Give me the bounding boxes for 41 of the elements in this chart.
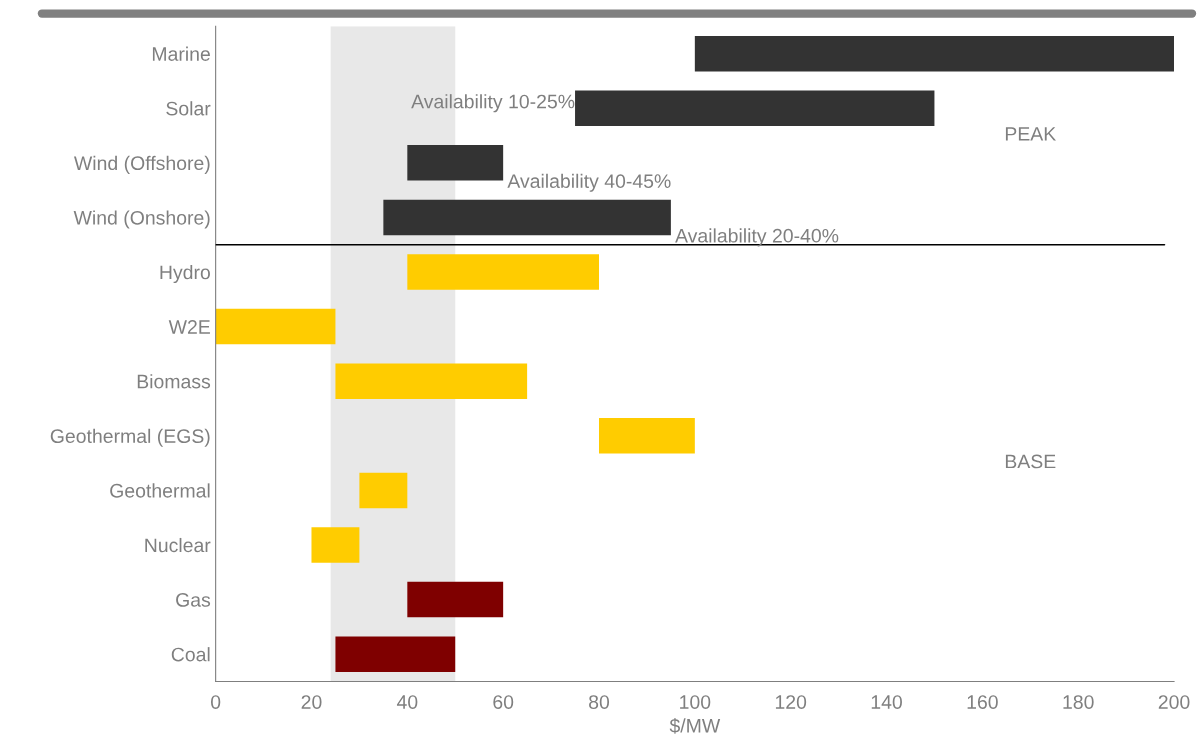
y-tick-label: Geothermal xyxy=(110,483,210,498)
bar xyxy=(599,418,695,454)
y-tick-label: Solar xyxy=(166,101,211,116)
x-tick-label: 100 xyxy=(680,695,711,709)
x-tick-label: 160 xyxy=(967,695,998,709)
bar xyxy=(694,35,1175,72)
y-tick-label: Wind (Offshore) xyxy=(73,155,210,174)
bar xyxy=(407,254,599,290)
y-tick-label: Hydro xyxy=(160,264,210,284)
bar xyxy=(407,145,504,181)
bar xyxy=(383,199,671,236)
bar xyxy=(575,90,935,126)
y-tick-label: Marine xyxy=(152,46,210,61)
y-tick-label: Gas xyxy=(176,593,211,607)
bar xyxy=(335,636,456,672)
x-tick-label: 0 xyxy=(210,695,221,709)
x-tick-label: 180 xyxy=(1063,695,1094,709)
x-tick-label: 140 xyxy=(871,695,902,709)
annotation: Availability 20-40% xyxy=(675,228,839,247)
y-tick-label: W2E xyxy=(168,320,210,334)
bar xyxy=(311,527,360,563)
y-tick-label: Nuclear xyxy=(145,537,211,553)
y-tick-label: Geothermal (EGS) xyxy=(50,428,210,447)
bar xyxy=(215,308,336,345)
y-tick-label: Wind (Onshore) xyxy=(73,210,210,229)
annotation: Availability 10-25% xyxy=(411,94,575,113)
x-tick-label: 200 xyxy=(1158,695,1190,709)
annotation: Availability 40-45% xyxy=(507,173,671,192)
x-tick-label: 60 xyxy=(493,695,514,709)
bar xyxy=(335,363,528,399)
annotation: PEAK xyxy=(1005,127,1056,141)
x-tick-label: 120 xyxy=(775,695,807,709)
x-tick-label: 80 xyxy=(589,695,610,709)
x-tick-label: 20 xyxy=(301,695,322,709)
x-tick-label: 40 xyxy=(396,695,418,709)
bar xyxy=(359,472,408,509)
bar xyxy=(407,581,504,618)
y-tick-label: Coal xyxy=(171,647,210,662)
y-tick-label: Biomass xyxy=(137,374,211,389)
x-axis-title: $/MW xyxy=(669,718,721,734)
annotation: BASE xyxy=(1005,454,1056,469)
